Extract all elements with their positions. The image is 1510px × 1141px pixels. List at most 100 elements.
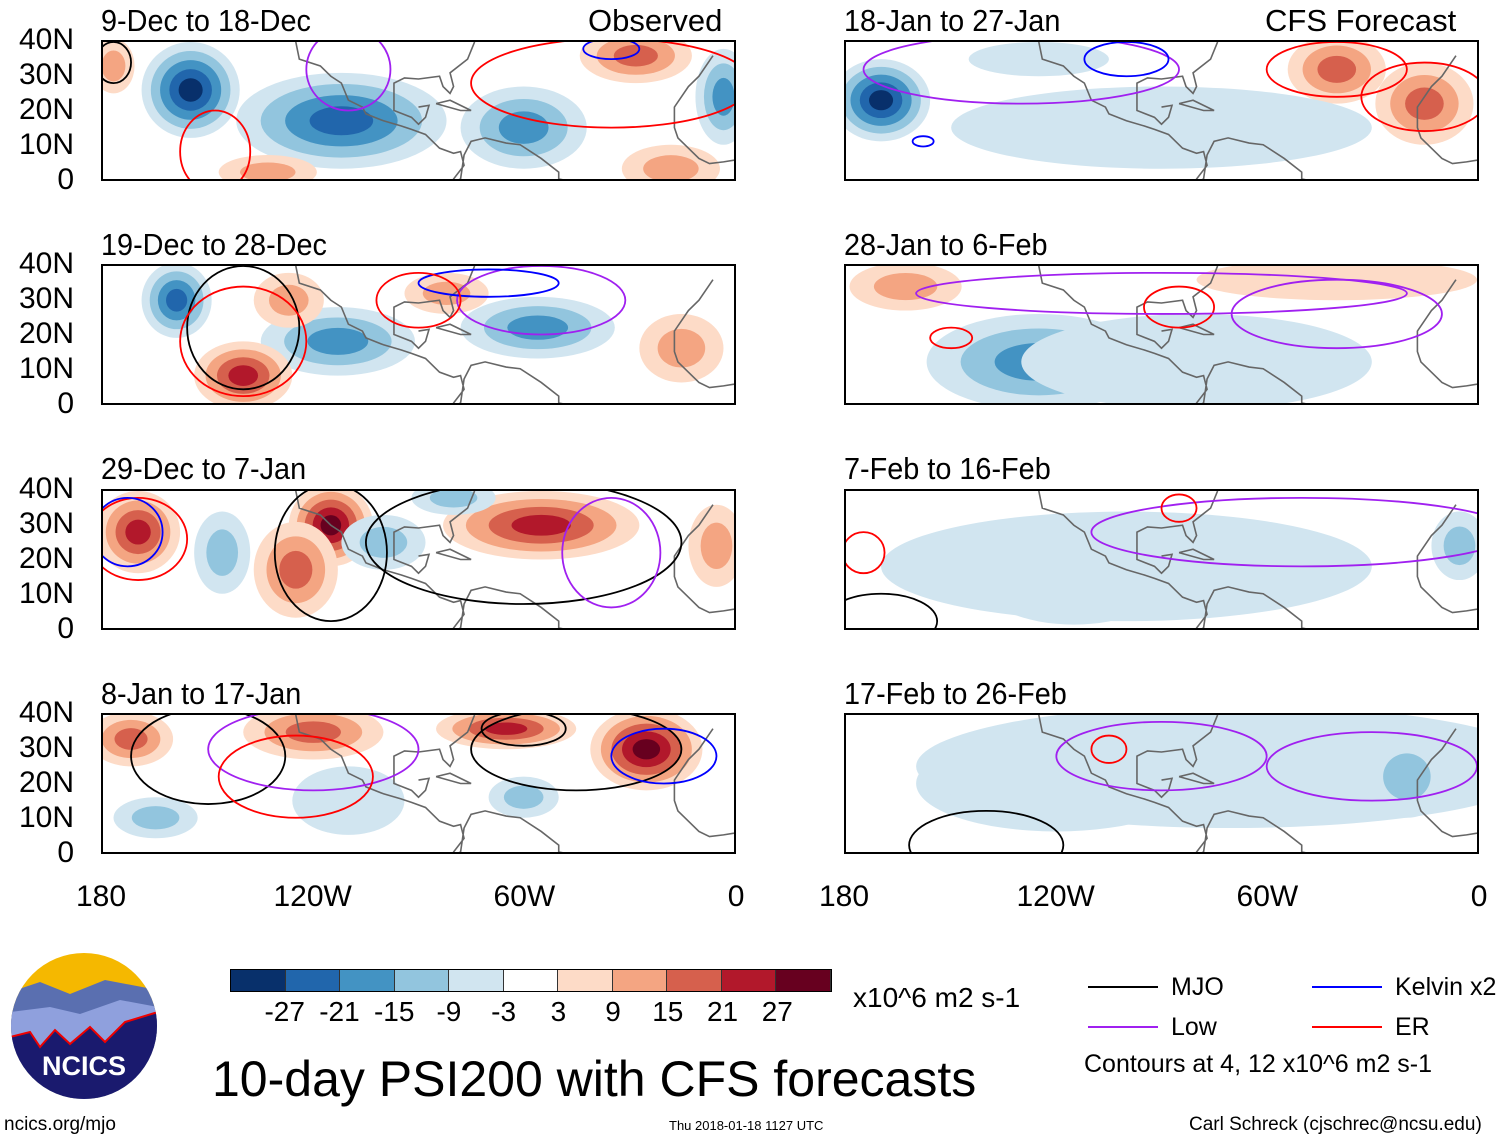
mjo-contour <box>846 594 937 628</box>
coastline <box>436 324 471 334</box>
map-panel <box>844 489 1479 630</box>
lon-label: 180 <box>818 880 870 913</box>
positive-anomaly <box>1317 55 1357 83</box>
coastline <box>1039 266 1337 403</box>
colorbar-label: -3 <box>491 996 517 1027</box>
colorbar-bin <box>612 970 668 991</box>
lat-label: 0 <box>57 836 74 869</box>
map-panel <box>844 40 1479 181</box>
coastline <box>436 773 471 783</box>
colorbar-label: 3 <box>550 996 567 1027</box>
footer-url[interactable]: ncics.org/mjo <box>4 1114 116 1135</box>
colorbar-label: -15 <box>373 996 415 1027</box>
low-contour <box>457 266 625 335</box>
svg-text:NCICS: NCICS <box>42 1051 126 1081</box>
low-contour <box>1056 722 1266 791</box>
coastline <box>1039 42 1337 179</box>
mjo-contour <box>366 491 682 604</box>
panel-title: 28-Jan to 6-Feb <box>844 227 1048 262</box>
er-contour <box>1361 63 1477 132</box>
lat-label: 20N <box>18 542 74 575</box>
lat-label: 30N <box>18 282 74 315</box>
observed-label: Observed <box>588 3 723 38</box>
low-contour <box>562 498 660 608</box>
lat-label: 0 <box>57 612 74 645</box>
lon-label: 180 <box>75 880 127 913</box>
legend-label: Kelvin x2 <box>1395 973 1497 1001</box>
panel-title: 8-Jan to 17-Jan <box>101 676 302 711</box>
coastline <box>394 539 429 573</box>
map-panel <box>101 489 736 630</box>
lat-label: 20N <box>18 93 74 126</box>
colorbar-bin <box>285 970 341 991</box>
mjo-contour <box>471 715 681 790</box>
low-contour <box>916 273 1407 314</box>
coastline <box>1137 763 1172 797</box>
er-contour <box>180 287 306 397</box>
positive-anomaly <box>268 284 309 316</box>
footer-timestamp: Thu 2018-01-18 1127 UTC <box>669 1118 824 1133</box>
low-contour <box>1232 280 1442 349</box>
positive-anomaly <box>657 328 706 368</box>
kelvin-contour <box>419 269 559 296</box>
kelvin-contour <box>583 42 639 59</box>
low-contour <box>1267 732 1477 801</box>
positive-anomaly <box>279 550 313 589</box>
er-contour <box>930 328 972 349</box>
colorbar-units: x10^6 m2 s-1 <box>853 982 1021 1013</box>
map-panel <box>844 264 1479 405</box>
lat-label: 30N <box>18 731 74 764</box>
coastline <box>436 549 471 559</box>
colorbar <box>230 969 832 992</box>
mjo-contour <box>103 42 131 83</box>
coastline <box>674 56 734 164</box>
negative-anomaly <box>916 715 1477 829</box>
er-contour <box>103 498 187 580</box>
colorbar-bin <box>667 970 722 991</box>
positive-anomaly <box>873 272 938 301</box>
figure-title: 10-day PSI200 with CFS forecasts <box>212 1051 977 1107</box>
negative-anomaly <box>359 526 408 558</box>
colorbar-bin <box>558 970 613 991</box>
coastline <box>394 90 429 124</box>
positive-anomaly <box>643 155 699 179</box>
er-contour <box>1091 736 1126 763</box>
positive-anomaly <box>228 365 259 386</box>
er-contour <box>1162 494 1197 521</box>
lat-label: 10N <box>18 577 74 610</box>
legend-label: MJO <box>1171 973 1224 1001</box>
coastline <box>394 42 475 93</box>
negative-anomaly <box>309 106 374 136</box>
lon-label: 120W <box>1016 880 1095 913</box>
colorbar-label: -27 <box>264 996 305 1027</box>
lon-label: 60W <box>493 880 556 913</box>
coastline <box>1137 90 1172 124</box>
coastline <box>296 42 594 179</box>
lon-label: 60W <box>1236 880 1299 913</box>
map-panel <box>101 713 736 854</box>
coastline <box>436 100 471 110</box>
negative-anomaly <box>712 77 734 116</box>
er-contour <box>1144 287 1214 328</box>
colorbar-label: 27 <box>761 996 793 1027</box>
lat-label: 20N <box>18 317 74 350</box>
panel-title: 18-Jan to 27-Jan <box>844 3 1061 38</box>
panel-title: 17-Feb to 26-Feb <box>844 676 1067 711</box>
mjo-contour <box>275 491 387 621</box>
positive-anomaly <box>240 162 296 179</box>
lat-label: 40N <box>18 247 74 280</box>
coastline <box>1039 491 1337 628</box>
colorbar-bin <box>394 970 450 991</box>
mjo-contour <box>909 811 1063 852</box>
colorbar-label: -9 <box>436 996 462 1027</box>
colorbar-bin <box>776 970 832 991</box>
map-panel <box>101 264 736 405</box>
coastline <box>1137 539 1172 573</box>
negative-anomaly <box>498 111 549 144</box>
lat-label: 40N <box>18 472 74 505</box>
positive-anomaly <box>700 522 733 570</box>
er-contour <box>180 111 250 180</box>
negative-anomaly <box>1383 753 1431 800</box>
positive-anomaly <box>285 721 341 743</box>
contour-note: Contours at 4, 12 x10^6 m2 s-1 <box>1084 1050 1433 1078</box>
